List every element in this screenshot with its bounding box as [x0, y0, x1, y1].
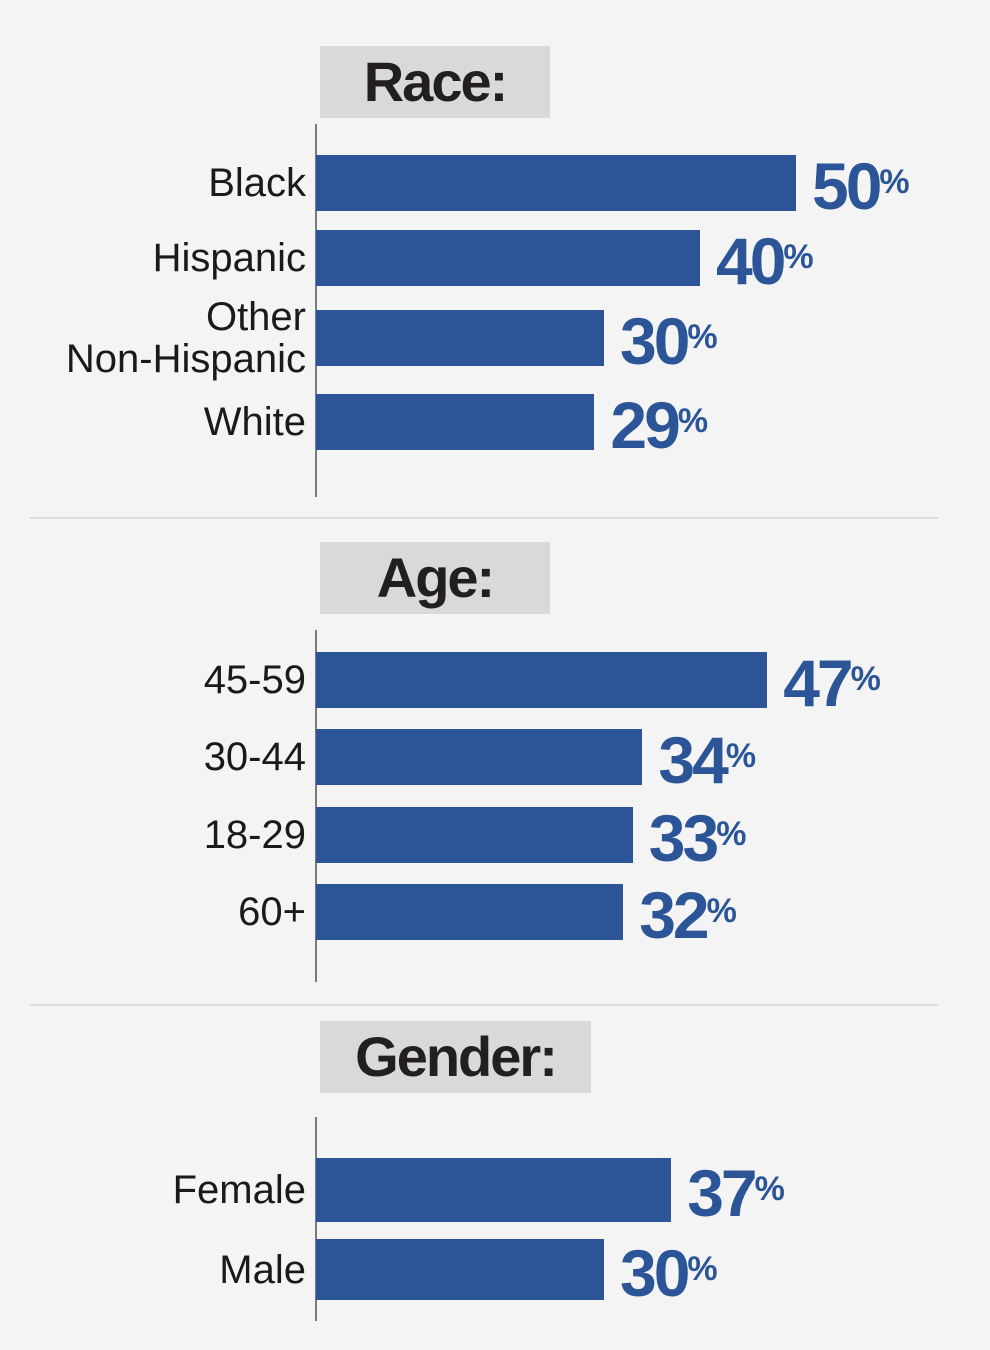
data-label: 50%: [812, 153, 910, 219]
bar: [316, 807, 633, 863]
bar: [316, 155, 796, 211]
data-label-value: 47: [783, 646, 853, 720]
data-label: 30%: [620, 1240, 718, 1306]
data-label-suffix: %: [783, 238, 814, 276]
category-label-line: Other: [205, 295, 306, 339]
category-label: Male: [219, 1247, 306, 1292]
data-label-value: 50: [812, 149, 882, 223]
data-label: 37%: [687, 1160, 785, 1226]
category-label: White: [203, 400, 306, 444]
category-label: Female: [172, 1168, 306, 1212]
y-axis-line: [315, 630, 317, 982]
data-label-suffix: %: [716, 815, 747, 853]
category-label: Other Non-Hispanic: [6, 296, 306, 380]
data-label-suffix: %: [850, 660, 881, 698]
data-label-suffix: %: [879, 163, 910, 201]
bar: [316, 652, 768, 708]
bar: [316, 310, 604, 366]
category-label: Hispanic: [152, 236, 306, 280]
bar: [316, 1239, 604, 1300]
data-label: 34%: [658, 727, 756, 793]
category-label: 45-59: [203, 658, 306, 702]
bar: [316, 230, 700, 286]
chart-title: Gender:: [320, 1021, 591, 1093]
bar: [316, 394, 595, 450]
category-label-line: Non-Hispanic: [65, 337, 306, 381]
data-label-suffix: %: [706, 892, 737, 930]
section-divider: [30, 517, 938, 519]
category-label: Black: [208, 161, 306, 205]
data-label-suffix: %: [754, 1170, 785, 1208]
data-label-value: 29: [610, 388, 680, 462]
category-label: 30-44: [203, 735, 306, 779]
data-label-suffix: %: [687, 318, 718, 356]
data-label: 33%: [649, 805, 747, 871]
data-label: 40%: [716, 228, 814, 294]
data-label: 29%: [610, 392, 708, 458]
data-label: 30%: [620, 308, 718, 374]
data-label-suffix: %: [725, 737, 757, 775]
chart-title: Age:: [320, 542, 550, 614]
bar: [316, 729, 643, 785]
bar: [316, 884, 624, 940]
data-label-suffix: %: [687, 1249, 718, 1288]
data-label-suffix: %: [677, 402, 709, 440]
data-label-value: 37: [687, 1156, 757, 1230]
section-divider: [30, 1004, 938, 1006]
data-label-value: 32: [639, 878, 709, 952]
data-label-value: 30: [620, 304, 690, 378]
chart-title: Race:: [320, 46, 550, 118]
bar: [316, 1158, 672, 1222]
data-label-value: 40: [716, 224, 786, 298]
data-label-value: 33: [648, 801, 719, 875]
data-label-value: 30: [620, 1235, 690, 1310]
category-label: 60+: [238, 890, 306, 934]
category-label: 18-29: [203, 813, 306, 857]
data-label-value: 34: [658, 723, 728, 797]
data-label: 47%: [783, 650, 881, 716]
data-label: 32%: [639, 882, 737, 948]
